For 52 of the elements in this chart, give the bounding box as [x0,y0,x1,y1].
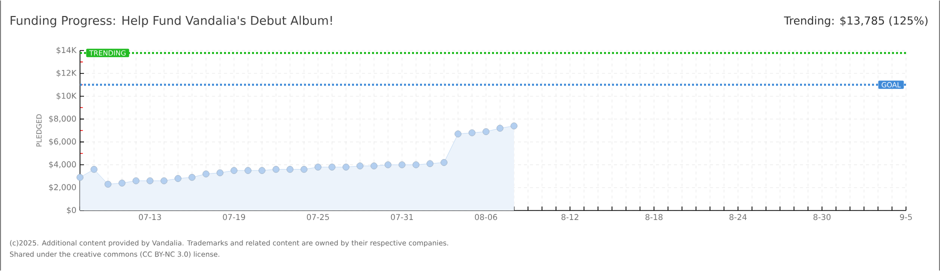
point [356,162,364,170]
x-tick-label: 07-31 [390,214,413,220]
point [384,161,392,168]
point [118,180,126,186]
point [272,166,280,173]
point [328,164,336,170]
point [132,177,140,184]
y-tick-label: $2,000 [49,184,76,192]
x-tick-label: 07-19 [222,214,246,220]
y-tick-label: $10K [56,92,77,100]
y-tick-label: $4,000 [49,161,76,168]
point [286,166,294,173]
point [510,122,518,130]
point [440,159,448,166]
point [76,174,84,181]
point [160,177,168,184]
x-tick-label: 8-24 [729,214,747,220]
point [188,174,196,181]
point [468,129,476,136]
point [454,130,462,138]
point [370,162,378,170]
point [174,175,182,182]
point [412,161,420,168]
y-tick-label: $8,000 [49,115,76,123]
point [496,124,504,132]
x-tick-label: 9-5 [900,214,912,220]
y-tick-label: $0 [66,206,76,214]
chart-title: Funding Progress: Help Fund Vandalia's Debut Album! [10,16,332,28]
point [244,167,252,174]
point [398,161,406,168]
x-tick-label: 8-12 [561,214,578,220]
point [258,167,266,174]
point [482,128,490,136]
point [146,177,154,184]
point [216,169,224,176]
chart-subtitle: Trending: $13,785 (125%) [784,16,928,27]
x-tick-label: 08-06 [474,214,498,220]
y-tick-label: $12K [56,70,77,77]
y-tick-label: $14K [56,46,77,54]
point [342,164,350,170]
x-tick-label: 07-25 [306,214,329,220]
point [300,166,308,173]
x-tick-label: 8-30 [813,214,831,220]
point [426,160,434,168]
point [202,170,210,178]
point [314,164,322,170]
x-tick-label: 07-13 [138,214,161,220]
point [90,166,98,173]
point [104,180,112,188]
y-tick-label: $6,000 [49,138,76,146]
point [230,167,238,174]
x-tick-label: 8-18 [645,214,663,220]
